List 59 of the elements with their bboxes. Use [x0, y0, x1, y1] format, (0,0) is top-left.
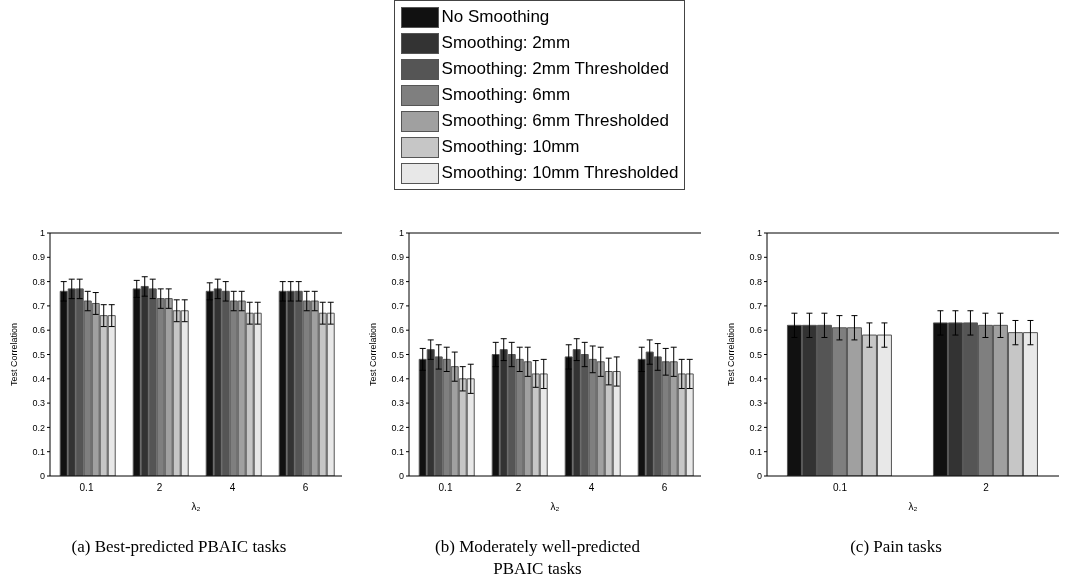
x-axis-title: λ₂	[550, 501, 560, 512]
legend-label: Smoothing: 6mm Thresholded	[441, 110, 669, 132]
y-tick-label: 0.4	[32, 373, 45, 384]
y-tick-label: 0.3	[32, 398, 45, 409]
y-tick-label: 0.2	[390, 422, 404, 433]
y-tick-label: 1	[756, 228, 762, 239]
x-tick-label: 0.1	[833, 482, 848, 494]
y-tick-label: 0.5	[390, 349, 404, 360]
legend-label: No Smoothing	[441, 6, 550, 28]
x-tick-label: 4	[588, 482, 595, 494]
y-tick-label: 0.7	[749, 301, 762, 312]
y-tick-label: 0.9	[390, 252, 404, 263]
y-tick-label: 0.1	[390, 446, 404, 457]
y-tick-label: 1	[398, 228, 404, 239]
x-tick-label: 2	[515, 482, 522, 494]
legend-label: Smoothing: 10mm Thresholded	[441, 162, 679, 184]
y-axis-title: Test Correlation	[367, 322, 378, 387]
x-tick-label: 4	[229, 482, 236, 494]
text: (c) Pain tasks	[849, 536, 943, 558]
y-tick-label: 0	[39, 471, 45, 482]
y-tick-label: 0.8	[32, 276, 45, 287]
y-tick-label: 0.3	[390, 398, 404, 409]
y-axis-title: Test Correlation	[9, 322, 20, 387]
x-tick-label: 0.1	[438, 482, 453, 494]
y-tick-label: 0.8	[390, 276, 404, 287]
legend-label: Smoothing: 2mm	[441, 32, 571, 54]
y-tick-label: 0.4	[749, 373, 762, 384]
x-axis-title: λ₂	[908, 501, 918, 512]
legend-label: Smoothing: 6mm	[441, 84, 571, 106]
y-tick-label: 0.7	[32, 301, 45, 312]
x-tick-label: 2	[156, 482, 163, 494]
y-tick-label: 0.3	[749, 398, 762, 409]
y-tick-label: 0.1	[749, 446, 762, 457]
x-tick-label: 0.1	[79, 482, 94, 494]
y-tick-label: 0	[756, 471, 762, 482]
legend-label: Smoothing: 2mm Thresholded	[441, 58, 669, 80]
y-tick-label: 0.2	[749, 422, 762, 433]
y-tick-label: 0.1	[32, 446, 45, 457]
y-tick-label: 0.5	[749, 349, 762, 360]
y-tick-label: 0.6	[390, 325, 404, 336]
y-tick-label: 0.6	[32, 325, 45, 336]
y-tick-label: 1	[39, 228, 45, 239]
y-tick-label: 0.8	[749, 276, 762, 287]
x-axis-title: λ₂	[191, 501, 201, 512]
y-tick-label: 0.6	[749, 325, 762, 336]
x-tick-label: 6	[302, 482, 309, 494]
text: (a) Best-predicted PBAIC tasks	[70, 536, 288, 558]
legend-label: Smoothing: 10mm	[441, 136, 580, 158]
y-tick-label: 0.9	[749, 252, 762, 263]
x-tick-label: 2	[983, 482, 990, 494]
y-tick-label: 0.7	[390, 301, 404, 312]
text: (b) Moderately well-predicted PBAIC tasks	[434, 536, 641, 580]
y-axis-title: Test Correlation	[726, 322, 737, 387]
y-tick-label: 0.4	[390, 373, 404, 384]
y-tick-label: 0.2	[32, 422, 45, 433]
y-tick-label: 0.9	[32, 252, 45, 263]
y-tick-label: 0.5	[32, 349, 45, 360]
x-tick-label: 6	[661, 482, 668, 494]
y-tick-label: 0	[398, 471, 404, 482]
